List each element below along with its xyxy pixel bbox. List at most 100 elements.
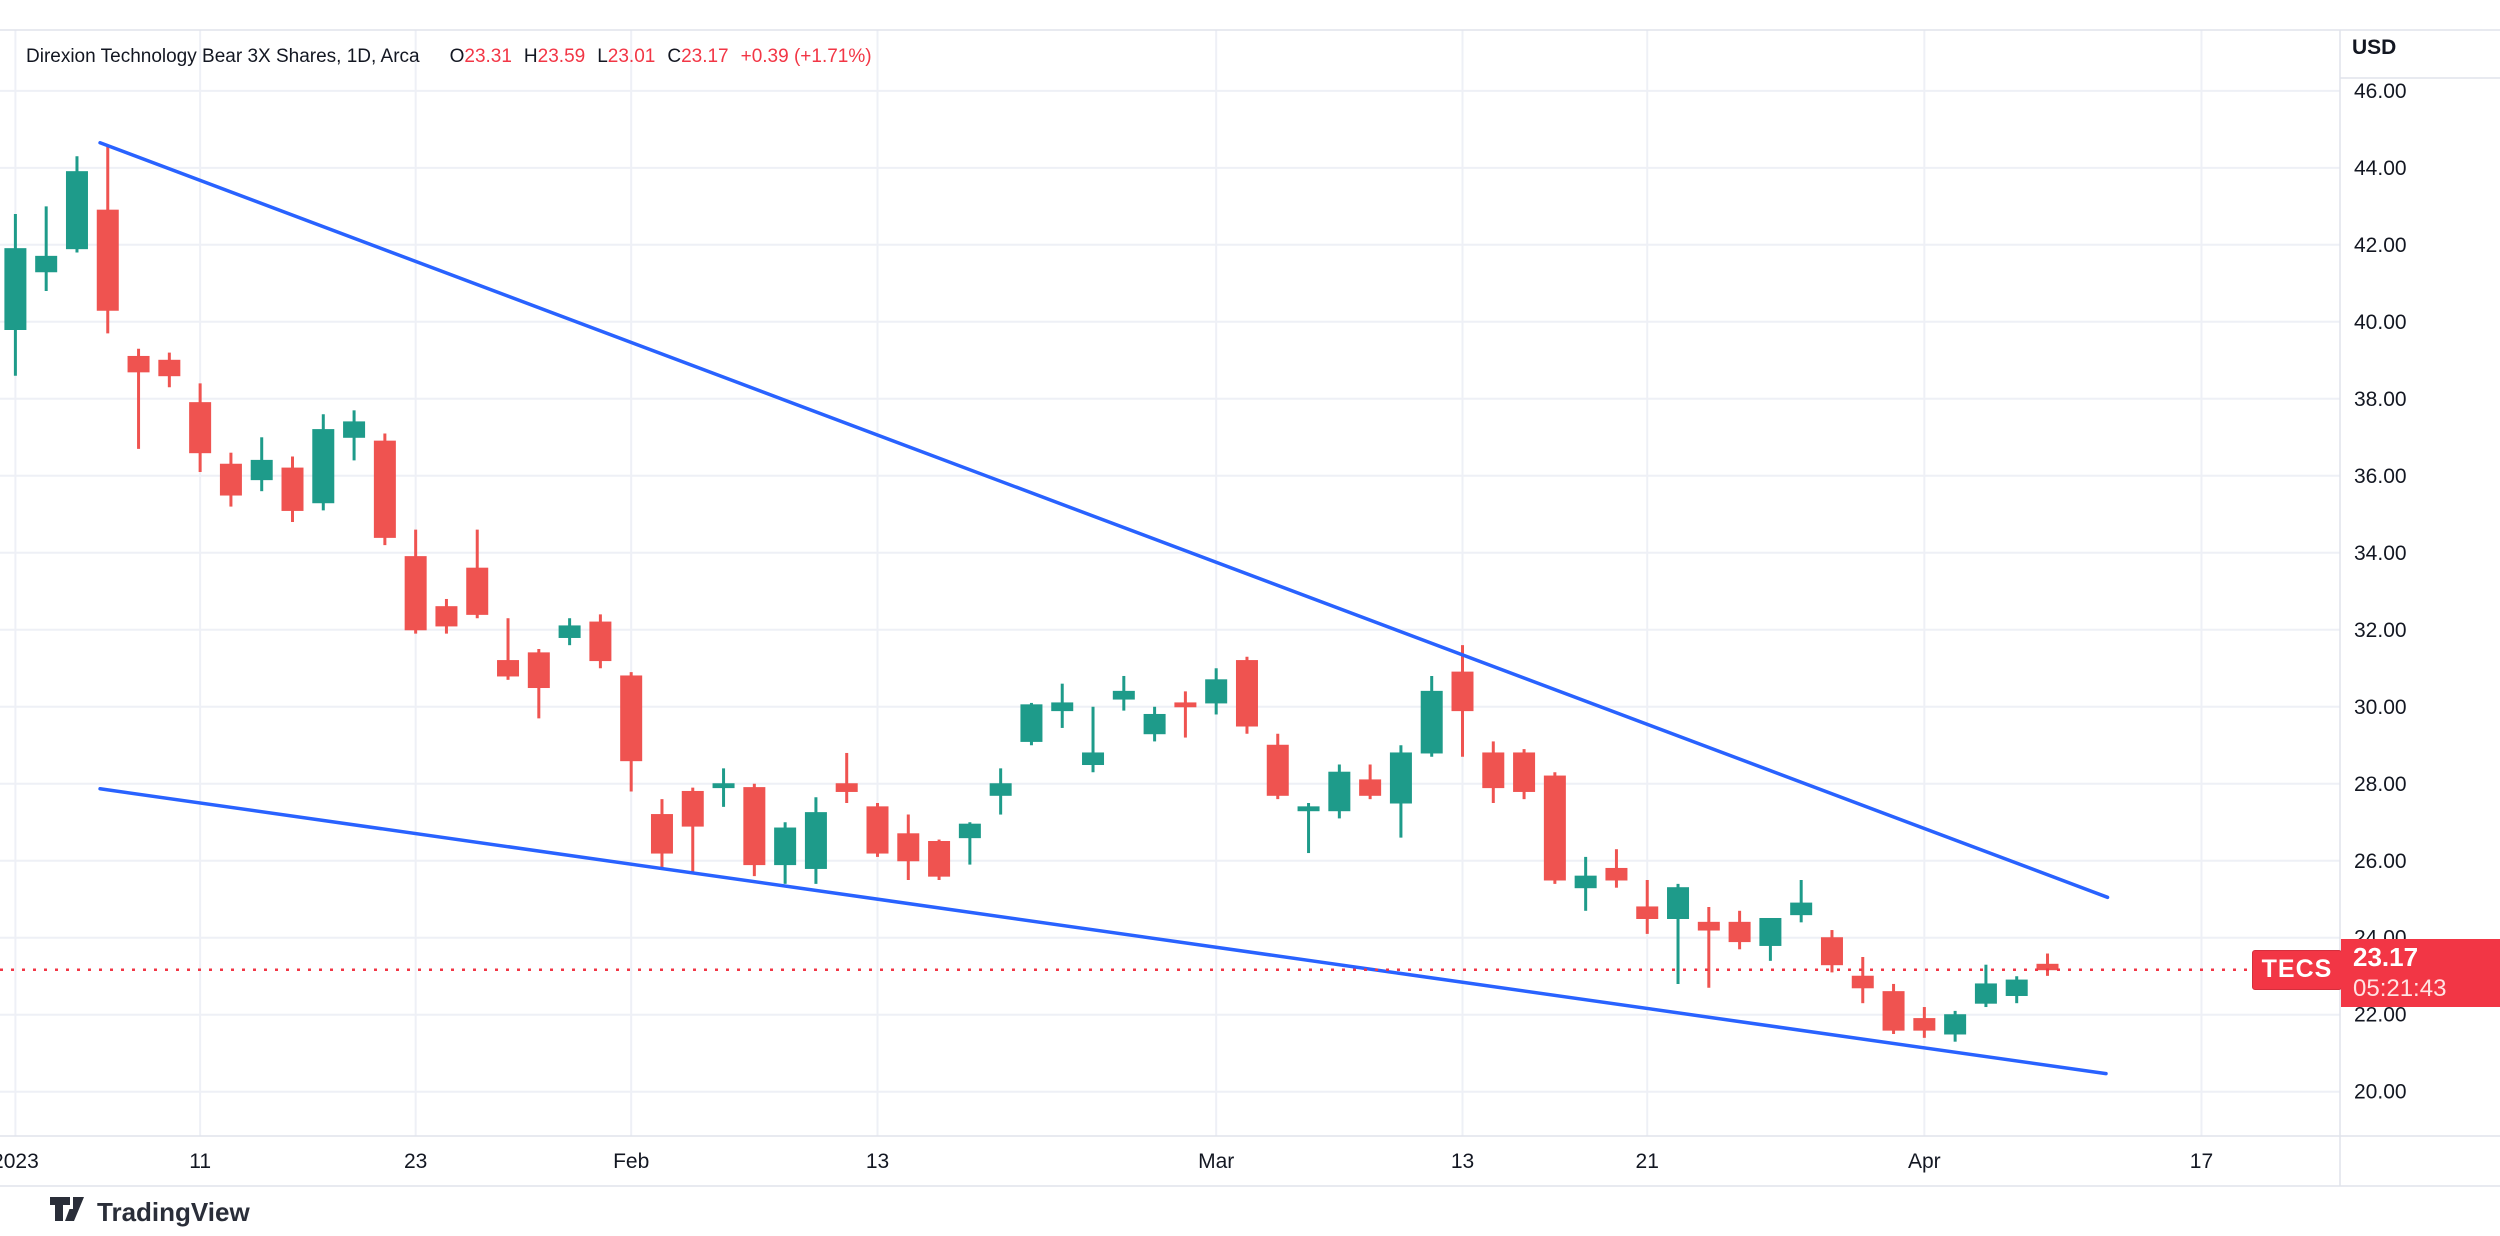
price-line-symbol-badge: TECS	[2252, 950, 2342, 990]
price-tick-label: 38.00	[2354, 388, 2407, 411]
price-tick-label: 44.00	[2354, 157, 2407, 180]
candle-jan-19	[343, 421, 366, 438]
candle-mar-28	[1790, 902, 1813, 916]
candle-jan-13	[250, 459, 273, 481]
candle-jan-20	[373, 440, 396, 538]
candle-feb-1	[620, 675, 643, 762]
ohlc-letter: L	[597, 46, 608, 67]
candle-jan-31	[589, 621, 612, 662]
candle-mar-23	[1697, 921, 1720, 931]
candle-mar-24	[1728, 921, 1751, 943]
candle-feb-15	[928, 841, 951, 877]
candle-mar-10	[1420, 690, 1443, 754]
candle-jan-26	[497, 660, 520, 677]
candle-feb-9	[804, 812, 827, 869]
candle-feb-2	[650, 814, 673, 854]
candle-feb-14	[897, 833, 920, 862]
time-tick-label: 21	[1636, 1150, 1659, 1173]
candle-jan-24	[435, 606, 458, 627]
candle-feb-23	[1082, 752, 1105, 766]
candle-mar-8	[1359, 779, 1382, 796]
candle-feb-28	[1174, 702, 1197, 708]
time-tick-label: 11	[189, 1150, 211, 1173]
candle-jan-18	[312, 429, 335, 504]
ohlc-value: 23.17	[681, 46, 729, 67]
candle-feb-21	[1020, 704, 1043, 742]
currency-label: USD	[2352, 36, 2472, 66]
candle-mar-29	[1820, 937, 1843, 966]
ohlc-letter: O	[449, 46, 465, 67]
candle-mar-7	[1328, 771, 1351, 812]
candle-feb-24	[1112, 690, 1135, 700]
candle-feb-8	[774, 827, 797, 866]
candle-jan-25	[466, 567, 489, 615]
candle-mar-31	[1882, 991, 1905, 1031]
candle-jan-23	[404, 556, 427, 631]
candle-mar-20	[1605, 867, 1628, 881]
price-tick-label: 22.00	[2354, 1004, 2407, 1027]
candle-feb-22	[1051, 702, 1074, 712]
candle-apr-3	[1913, 1018, 1936, 1031]
candle-mar-22	[1667, 887, 1690, 919]
candle-mar-17	[1574, 875, 1597, 889]
candle-mar-1	[1205, 679, 1228, 704]
price-tick-label: 20.00	[2354, 1081, 2407, 1104]
candle-mar-6	[1297, 806, 1320, 812]
price-tick-label: 36.00	[2354, 465, 2407, 488]
price-tick-label: 32.00	[2354, 619, 2407, 642]
upper-descending-trendline[interactable]	[98, 141, 2110, 900]
candle-mar-3	[1266, 744, 1289, 796]
candle-feb-13	[866, 806, 889, 854]
candle-mar-14	[1482, 752, 1505, 789]
candle-jan-30	[558, 625, 581, 638]
ohlc-values: O23.31 H23.59 L23.01 C23.17	[438, 46, 729, 67]
candle-jan-27	[527, 652, 550, 689]
bar-close-countdown: 05:21:43	[2353, 975, 2447, 1002]
candle-mar-30	[1851, 975, 1874, 989]
candle-apr-5	[1974, 983, 1997, 1004]
time-tick-label: 2023	[0, 1150, 39, 1173]
last-price: 23.17	[2353, 942, 2419, 972]
candle-mar-16	[1543, 775, 1566, 881]
candle-jan-4	[35, 255, 58, 273]
candle-jan-3	[4, 248, 27, 331]
price-tick-label: 34.00	[2354, 542, 2407, 565]
candle-mar-27	[1759, 917, 1782, 946]
ohlc-value: 23.31	[464, 46, 512, 67]
candle-jan-17	[281, 467, 304, 511]
price-tick-label: 42.00	[2354, 234, 2407, 257]
time-tick-label: 23	[404, 1150, 427, 1173]
time-axis[interactable]	[0, 1136, 2340, 1186]
time-tick-label: Mar	[1198, 1150, 1234, 1173]
candle-feb-6	[712, 783, 735, 789]
candle-feb-3	[681, 790, 704, 827]
price-tick-label: 46.00	[2354, 80, 2407, 103]
ohlc-value: 23.01	[607, 46, 656, 67]
time-tick-label: 13	[1451, 1150, 1474, 1173]
candle-apr-4	[1944, 1014, 1967, 1035]
candle-jan-11	[189, 402, 212, 454]
candle-mar-13	[1451, 671, 1474, 712]
candle-mar-9	[1389, 752, 1412, 804]
lower-descending-trendline[interactable]	[98, 787, 2108, 1076]
price-tick-label: 30.00	[2354, 696, 2407, 719]
candle-feb-7	[743, 787, 766, 866]
candle-apr-6	[2005, 979, 2028, 996]
candle-jan-9	[127, 355, 150, 373]
tradingview-logo-text: TradingView	[97, 1196, 250, 1227]
price-tick-label: 28.00	[2354, 773, 2407, 796]
time-tick-label: Apr	[1908, 1150, 1941, 1173]
time-tick-label: Feb	[613, 1150, 649, 1173]
candle-feb-27	[1143, 713, 1166, 735]
price-tick-label: 40.00	[2354, 311, 2407, 334]
symbol-legend[interactable]: Direxion Technology Bear 3X Shares, 1D, …	[26, 46, 872, 68]
ohlc-value: 23.59	[537, 46, 586, 67]
symbol-title: Direxion Technology Bear 3X Shares, 1D, …	[26, 46, 420, 67]
tradingview-logo[interactable]: TradingView	[50, 1194, 250, 1230]
candle-jan-6	[96, 209, 119, 311]
tradingview-logo-icon	[50, 1197, 84, 1221]
time-tick-label: 17	[2190, 1150, 2213, 1173]
price-tick-label: 26.00	[2354, 850, 2407, 873]
